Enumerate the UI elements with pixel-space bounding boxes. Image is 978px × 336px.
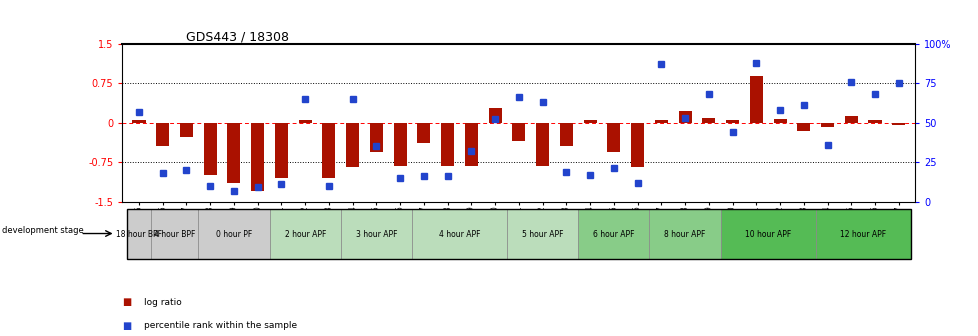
Text: ■: ■ — [122, 321, 131, 331]
Bar — [488, 108, 501, 123]
Bar — [417, 123, 430, 143]
Bar — [127, 209, 910, 259]
Text: log ratio: log ratio — [144, 298, 182, 307]
Bar — [199, 209, 269, 259]
Text: 4 hour APF: 4 hour APF — [438, 229, 480, 239]
Text: percentile rank within the sample: percentile rank within the sample — [144, 322, 296, 330]
Text: 2 hour APF: 2 hour APF — [285, 229, 326, 239]
Bar — [606, 123, 620, 152]
Bar — [678, 111, 690, 123]
Text: ■: ■ — [122, 297, 131, 307]
Bar — [127, 209, 151, 259]
Bar — [815, 209, 910, 259]
Bar — [269, 209, 340, 259]
Text: 5 hour APF: 5 hour APF — [521, 229, 562, 239]
Bar — [844, 116, 857, 123]
Bar — [346, 123, 359, 167]
Text: 0 hour PF: 0 hour PF — [215, 229, 251, 239]
Bar — [180, 123, 193, 137]
Bar — [507, 209, 578, 259]
Bar — [511, 123, 525, 141]
Bar — [701, 118, 715, 123]
Bar — [275, 123, 288, 178]
Text: 12 hour APF: 12 hour APF — [839, 229, 885, 239]
Bar — [648, 209, 720, 259]
Bar — [720, 209, 815, 259]
Text: 6 hour APF: 6 hour APF — [593, 229, 634, 239]
Bar — [441, 123, 454, 166]
Bar — [536, 123, 549, 166]
Bar — [156, 123, 169, 146]
Bar — [559, 123, 572, 146]
Bar — [227, 123, 241, 183]
Bar — [796, 123, 810, 131]
Bar — [393, 123, 406, 166]
Text: 4 hour BPF: 4 hour BPF — [154, 229, 195, 239]
Bar — [654, 120, 667, 123]
Bar — [370, 123, 382, 152]
Text: 8 hour APF: 8 hour APF — [664, 229, 705, 239]
Bar — [773, 120, 785, 123]
Bar — [578, 209, 648, 259]
Bar — [298, 120, 311, 123]
Bar — [340, 209, 412, 259]
Bar — [631, 123, 644, 167]
Bar — [583, 120, 596, 123]
Bar — [867, 120, 880, 123]
Bar — [726, 120, 738, 123]
Bar — [749, 76, 762, 123]
Bar — [322, 123, 335, 178]
Text: development stage: development stage — [2, 226, 84, 235]
Bar — [203, 123, 216, 175]
Text: 3 hour APF: 3 hour APF — [355, 229, 397, 239]
Text: 18 hour BPF: 18 hour BPF — [115, 229, 161, 239]
Bar — [151, 209, 199, 259]
Bar — [412, 209, 507, 259]
Bar — [465, 123, 477, 166]
Bar — [891, 123, 905, 125]
Bar — [821, 123, 833, 127]
Text: GDS443 / 18308: GDS443 / 18308 — [186, 31, 289, 44]
Text: 10 hour APF: 10 hour APF — [744, 229, 790, 239]
Bar — [132, 120, 146, 123]
Bar — [251, 123, 264, 191]
